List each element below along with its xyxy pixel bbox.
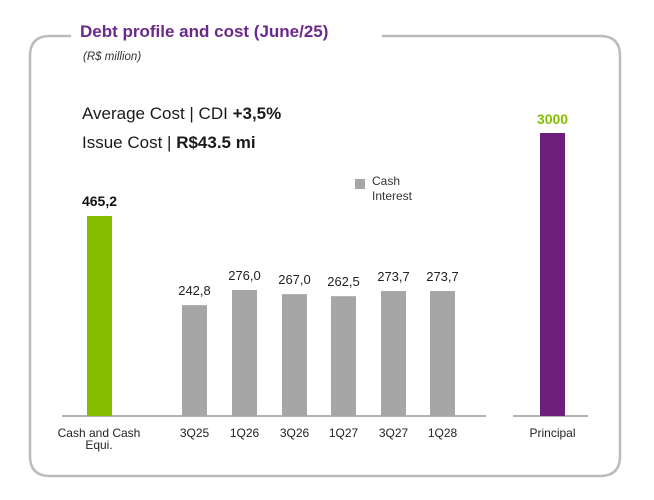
bar-3q26 — [282, 294, 307, 416]
tick-label-1q28: 1Q28 — [428, 426, 458, 440]
average-cost-label: Average Cost | CDI — [82, 104, 228, 123]
tick-label-cash-line-2: Equi. — [85, 438, 112, 452]
average-cost-line: Average Cost | CDI +3,5% — [82, 104, 281, 124]
tick-label-principal: Principal — [529, 426, 575, 440]
bar-3q27 — [381, 291, 406, 416]
data-label-principal: 3000 — [537, 111, 568, 127]
issue-cost-line: Issue Cost | R$43.5 mi — [82, 133, 256, 153]
data-label-1q28: 273,7 — [426, 269, 459, 284]
tick-label-3q25: 3Q25 — [180, 426, 210, 440]
bar-1q27 — [331, 296, 356, 416]
chart-title: Debt profile and cost (June/25) — [80, 22, 329, 41]
tick-label-3q27: 3Q27 — [379, 426, 409, 440]
unit-label: (R$ million) — [83, 51, 142, 63]
issue-cost-value: R$43.5 mi — [176, 133, 256, 152]
data-label-3q26: 267,0 — [278, 272, 311, 287]
legend-label-line-2: Interest — [372, 189, 413, 203]
legend: Cash Interest — [355, 174, 413, 203]
data-label-3q27: 273,7 — [377, 269, 410, 284]
bar-1q28 — [430, 291, 455, 416]
tick-label-cash-line-1: Cash and Cash — [58, 426, 141, 440]
data-label-cash: 465,2 — [82, 193, 117, 209]
tick-label-3q26: 3Q26 — [280, 426, 310, 440]
tick-label-1q26: 1Q26 — [230, 426, 260, 440]
legend-label-line-1: Cash — [372, 174, 400, 188]
bar-3q25 — [182, 305, 207, 416]
bar-cash — [87, 216, 112, 416]
tick-label-1q27: 1Q27 — [329, 426, 359, 440]
bar-1q26 — [232, 290, 257, 416]
data-label-3q25: 242,8 — [178, 283, 211, 298]
bar-principal — [540, 133, 565, 416]
data-label-1q27: 262,5 — [327, 274, 360, 289]
data-label-1q26: 276,0 — [228, 268, 261, 283]
average-cost-value: +3,5% — [232, 104, 282, 123]
legend-swatch-cash-interest — [355, 179, 365, 189]
issue-cost-label: Issue Cost | — [82, 133, 172, 152]
